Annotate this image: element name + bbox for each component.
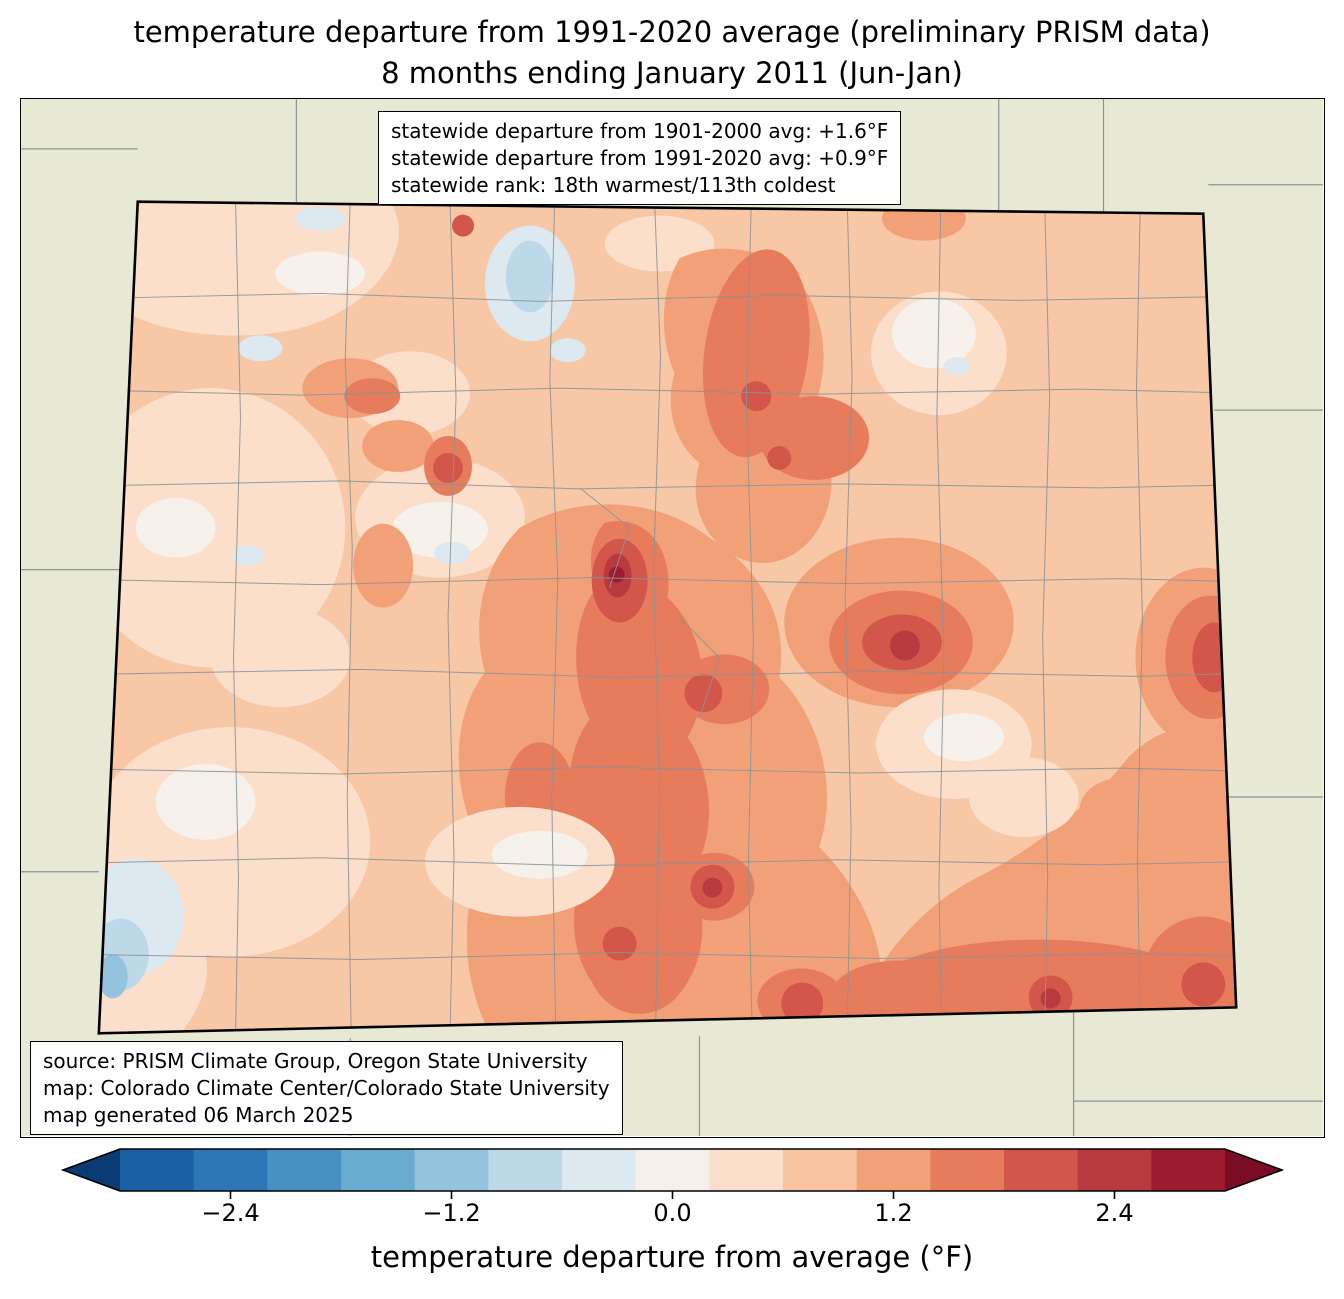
- colorbar-tick-label: 1.2: [874, 1199, 913, 1227]
- stats-line-2: statewide departure from 1991-2020 avg: …: [391, 145, 889, 170]
- colorbar-tick-label: 2.4: [1095, 1199, 1134, 1227]
- coolest-patch: [98, 954, 128, 999]
- hottest-spot: [608, 566, 625, 583]
- credits-box: source: PRISM Climate Group, Oregon Stat…: [30, 1041, 623, 1136]
- colorado-map: [21, 99, 1323, 1136]
- credits-line-1: source: PRISM Climate Group, Oregon Stat…: [43, 1049, 588, 1073]
- colorbar-axis-label: temperature departure from average (°F): [370, 1240, 974, 1274]
- colorbar: [60, 1148, 1285, 1199]
- stats-line-1: statewide departure from 1901-2000 avg: …: [391, 119, 889, 143]
- colorbar-tick-label: 0.0: [653, 1199, 692, 1227]
- state-border: [97, 200, 1238, 1035]
- white-holes-over-warm: [491, 713, 1004, 879]
- statewide-stats-box: statewide departure from 1901-2000 avg: …: [378, 111, 902, 206]
- map-plot-area: [20, 98, 1325, 1138]
- county-lines: [98, 201, 1237, 1034]
- credits-line-3: map generated 06 March 2025: [43, 1102, 354, 1127]
- title-line-2: 8 months ending January 2011 (Jun-Jan): [381, 56, 963, 91]
- colorbar-tick-label: −1.2: [422, 1199, 481, 1227]
- temperature-field: [98, 201, 1237, 1034]
- near-zero-patches: [135, 251, 976, 840]
- title-line-1: temperature departure from 1991-2020 ave…: [133, 15, 1211, 49]
- stats-line-3: statewide rank: 18th warmest/113th colde…: [391, 172, 836, 197]
- colorbar-tick-label: −2.4: [201, 1199, 260, 1227]
- credits-line-2: map: Colorado Climate Center/Colorado St…: [43, 1075, 610, 1100]
- figure-title: temperature departure from 1991-2020 ave…: [0, 12, 1344, 94]
